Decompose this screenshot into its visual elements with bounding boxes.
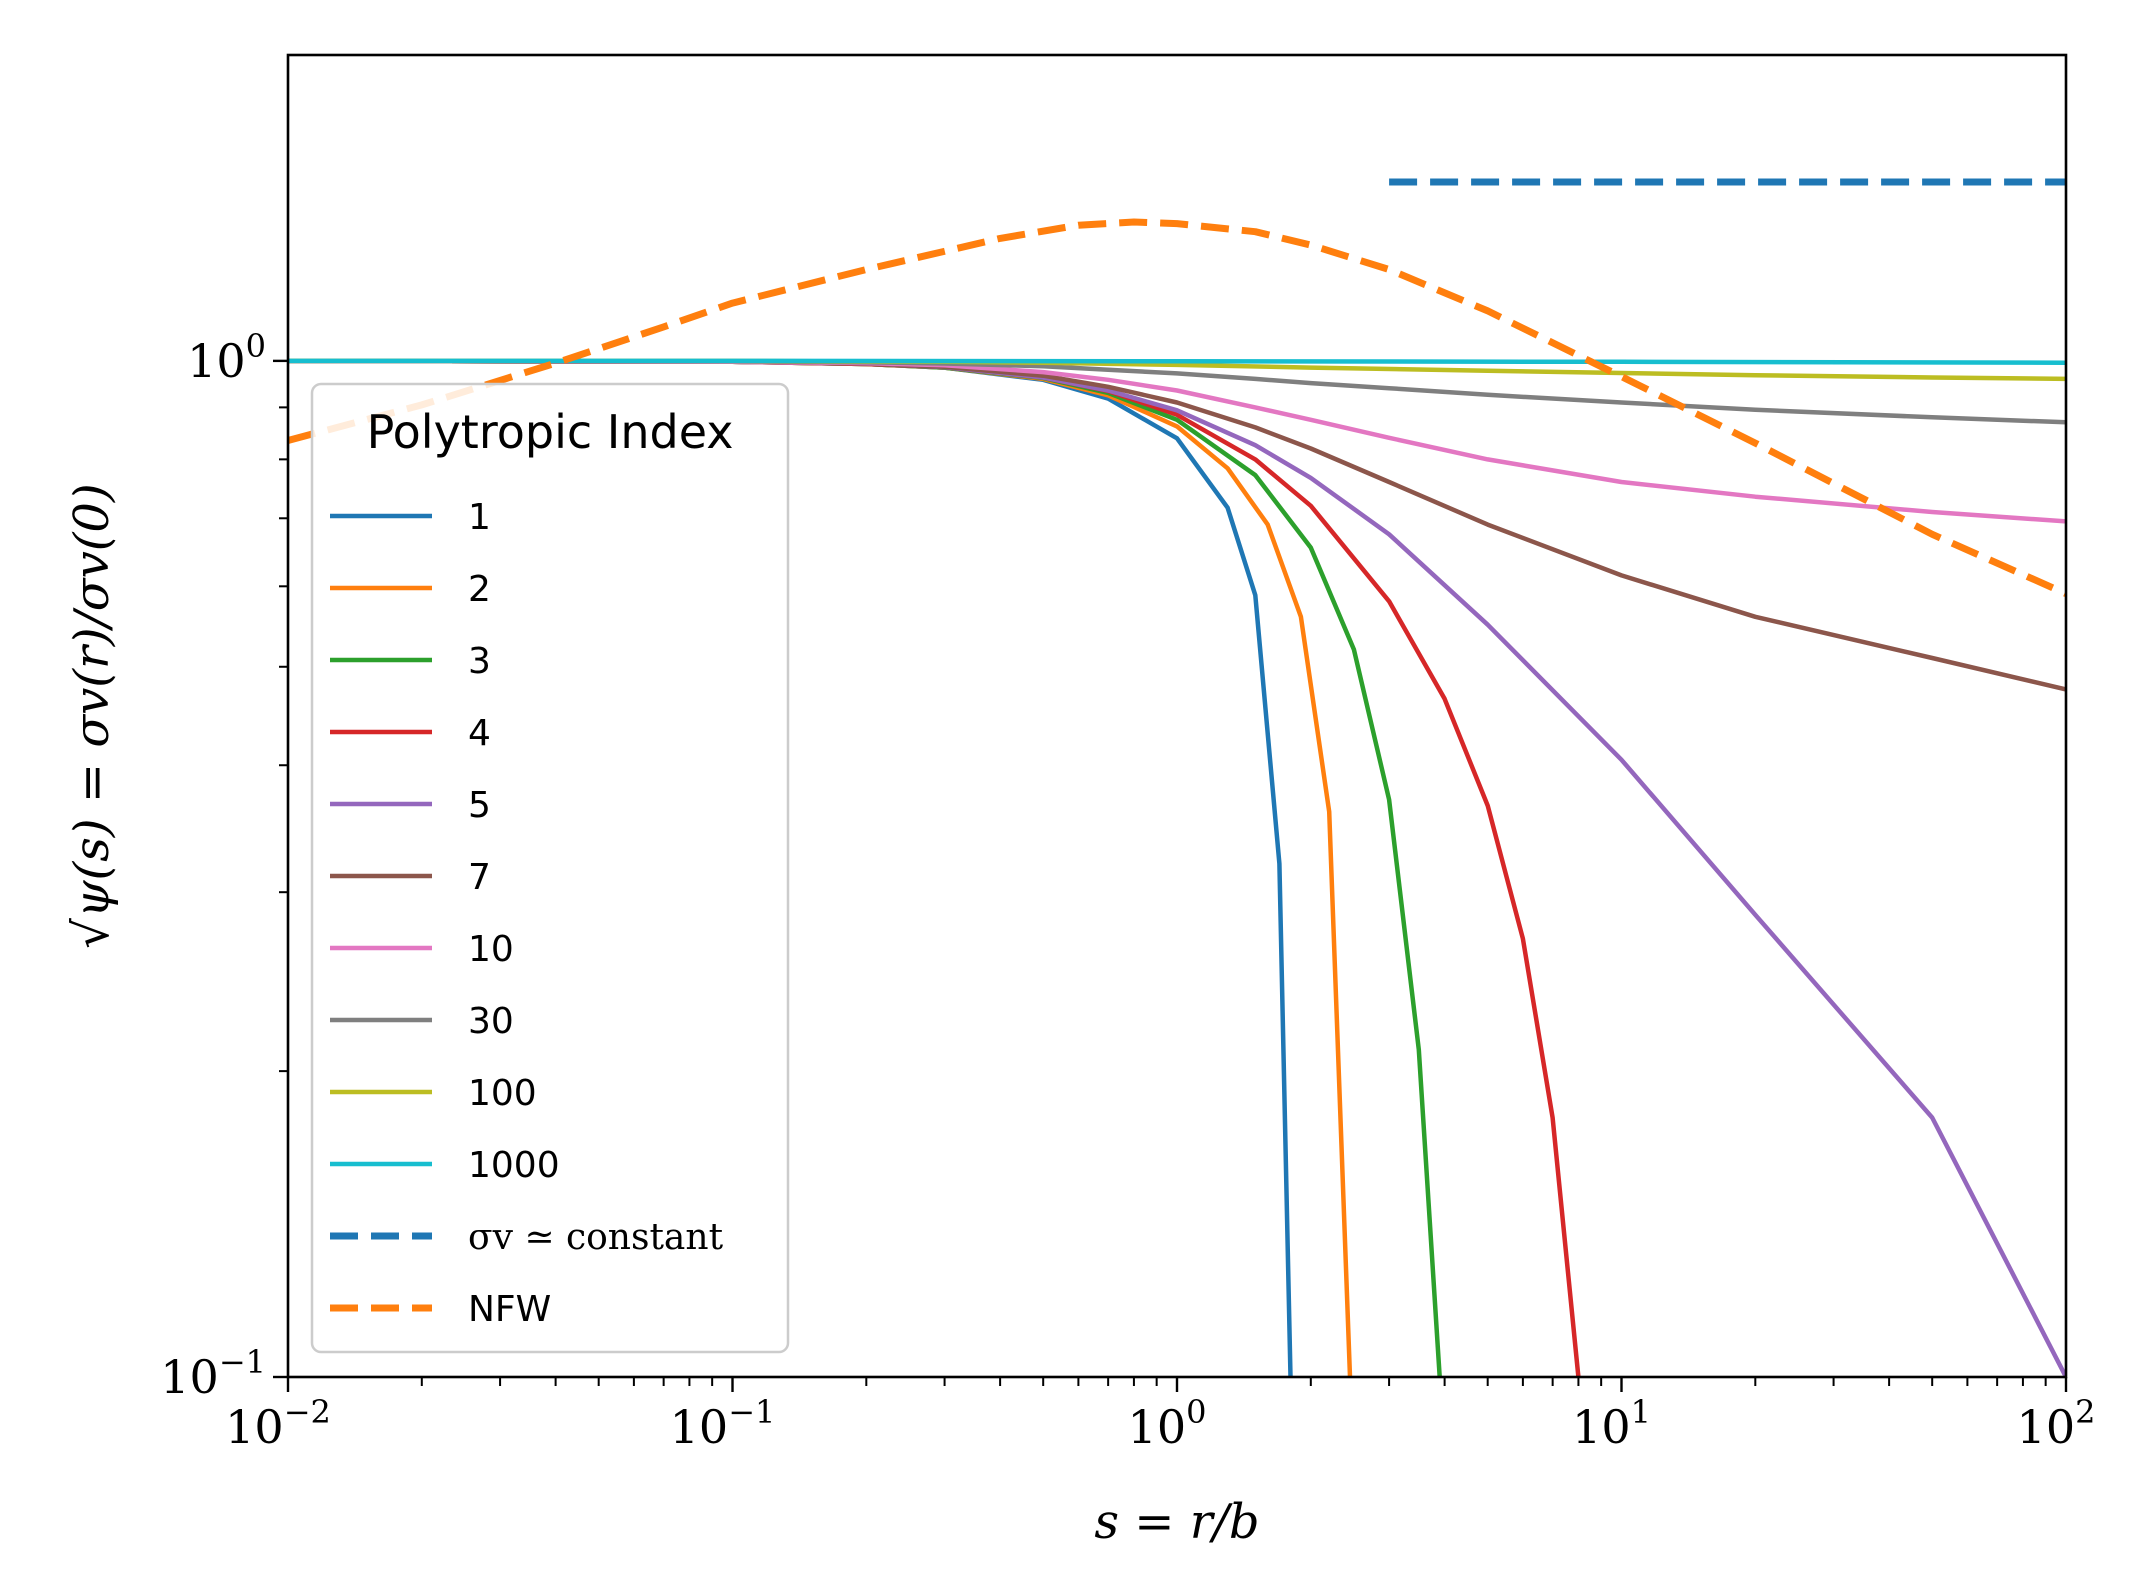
x-tick-label: 10−2 <box>225 1393 331 1454</box>
y-tick-label: 10−1 <box>160 1343 266 1404</box>
legend-label: 4 <box>468 713 491 754</box>
series-line-1000 <box>288 358 2066 365</box>
minor-ticks <box>279 406 2047 1386</box>
legend-label: 7 <box>468 857 491 898</box>
legend-label: 10 <box>468 929 514 970</box>
legend-label: 2 <box>468 569 491 610</box>
legend-entries: 1 2 3 4 5 7 10 30 100 1000 σv ≃ constant NFW <box>330 497 724 1330</box>
legend-label: NFW <box>468 1289 551 1330</box>
legend-title: Polytropic Index <box>367 405 734 459</box>
plot-frame <box>286 53 2068 1379</box>
y-tick-label: 100 <box>187 327 266 388</box>
major-ticks <box>273 359 2068 1392</box>
legend-label: 1 <box>468 497 491 538</box>
legend-label: 100 <box>468 1073 537 1114</box>
legend-label: 1000 <box>468 1145 560 1186</box>
x-tick-label: 101 <box>1572 1393 1651 1454</box>
legend-label: 3 <box>468 641 491 682</box>
x-tick-label: 100 <box>1128 1393 1207 1454</box>
x-axis-label: s = r/b <box>1094 1494 1259 1550</box>
legend-box <box>310 382 790 1354</box>
legend-label: σv ≃ constant <box>468 1217 724 1258</box>
x-tick-label: 10−1 <box>670 1393 776 1454</box>
x-tick-label: 102 <box>2017 1393 2096 1454</box>
y-axis-label: √ψ(s) = σv(r)/σv(0) <box>64 483 120 948</box>
legend: Polytropic Index 1 2 3 4 5 7 10 30 100 1000 σv ≃ c… <box>310 382 790 1354</box>
legend-label: 30 <box>468 1001 514 1042</box>
legend-label: 5 <box>468 785 491 826</box>
series-layer <box>288 178 2066 1377</box>
series-line-nfw <box>288 218 2066 597</box>
